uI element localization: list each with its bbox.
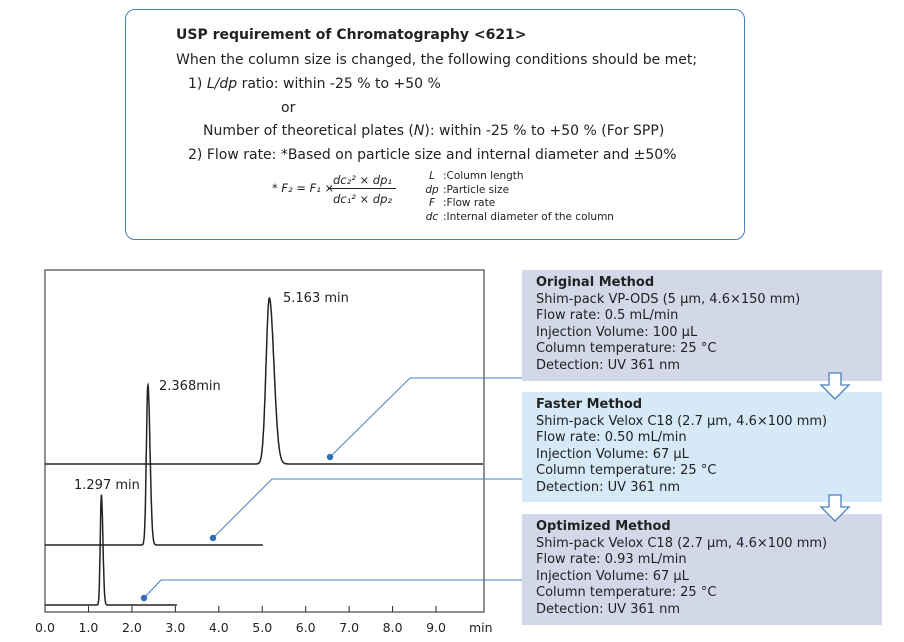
callout-dot bbox=[209, 534, 217, 542]
x-tick-label: 8.0 bbox=[383, 620, 403, 635]
trace-original-method bbox=[45, 296, 483, 465]
requirement-item-1: 1) L/dp ratio: within -25 % to +50 % bbox=[188, 76, 441, 92]
callout-dot bbox=[326, 453, 334, 461]
requirement-item-1b: Number of theoretical plates (N): within… bbox=[203, 123, 665, 139]
callout-line-faster bbox=[212, 478, 522, 539]
panel-line: Flow rate: 0.93 mL/min bbox=[536, 552, 687, 567]
requirement-or: or bbox=[281, 100, 296, 116]
optimized-method-panel: Optimized Method Shim-pack Velox C18 (2.… bbox=[522, 514, 882, 625]
panel-line: Shim-pack Velox C18 (2.7 µm, 4.6×100 mm) bbox=[536, 535, 828, 551]
formula-fraction-bar bbox=[328, 188, 396, 189]
formula-denominator: dc₁² × dp₂ bbox=[333, 192, 392, 206]
callout-dot bbox=[140, 594, 148, 602]
requirement-title: USP requirement of Chromatography <621> bbox=[176, 27, 527, 43]
x-tick-label: 2.0 bbox=[122, 620, 142, 635]
panel-title: Optimized Method bbox=[536, 519, 671, 534]
panel-line: Detection: UV 361 nm bbox=[536, 601, 681, 617]
panel-line: Flow rate: 0.50 mL/min bbox=[536, 430, 687, 445]
panel-line: Column temperature: 25 °C bbox=[536, 463, 717, 478]
peak-label-faster: 2.368min bbox=[159, 379, 221, 394]
formula-numerator: dc₂² × dp₁ bbox=[333, 173, 392, 187]
panel-line: Detection: UV 361 nm bbox=[536, 357, 681, 373]
usp-requirement-box: USP requirement of Chromatography <621> … bbox=[125, 9, 745, 240]
faster-method-panel: Faster Method Shim-pack Velox C18 (2.7 µ… bbox=[522, 392, 882, 502]
trace-optimized-method bbox=[45, 494, 177, 606]
panel-line: Shim-pack VP-ODS (5 µm, 4.6×150 mm) bbox=[536, 291, 801, 307]
x-tick-label: 0.0 bbox=[35, 620, 55, 635]
requirement-intro: When the column size is changed, the fol… bbox=[176, 52, 698, 68]
panel-title: Faster Method bbox=[536, 397, 643, 412]
panel-line: Injection Volume: 67 µL bbox=[536, 568, 689, 584]
panel-line: Shim-pack Velox C18 (2.7 µm, 4.6×100 mm) bbox=[536, 413, 828, 429]
formula-lhs: * F₂ = F₁ × bbox=[272, 181, 335, 195]
callout-line-original bbox=[329, 377, 522, 458]
x-tick-label: 1.0 bbox=[79, 620, 99, 635]
panel-line: Column temperature: 25 °C bbox=[536, 341, 717, 356]
requirement-item-2: 2) Flow rate: *Based on particle size an… bbox=[188, 147, 677, 163]
panel-line: Column temperature: 25 °C bbox=[536, 585, 717, 600]
panel-line: Injection Volume: 100 µL bbox=[536, 324, 698, 340]
panel-line: Detection: UV 361 nm bbox=[536, 479, 681, 495]
panel-line: Flow rate: 0.5 mL/min bbox=[536, 308, 679, 323]
x-tick-label: 9.0 bbox=[426, 620, 446, 635]
callout-line-optimized bbox=[143, 579, 522, 599]
formula-legend: L:Column length dp:Particle size F:Flow … bbox=[425, 170, 614, 223]
x-axis-label: min bbox=[469, 620, 493, 635]
panel-line: Injection Volume: 67 µL bbox=[536, 446, 689, 462]
plot-frame bbox=[44, 269, 485, 613]
panel-title: Original Method bbox=[536, 275, 655, 290]
peak-label-optimized: 1.297 min bbox=[74, 478, 140, 493]
down-arrow-icon bbox=[819, 494, 851, 522]
x-tick-label: 3.0 bbox=[165, 620, 185, 635]
trace-faster-method bbox=[45, 382, 263, 546]
x-tick-label: 4.0 bbox=[209, 620, 229, 635]
x-tick-label: 7.0 bbox=[339, 620, 359, 635]
peak-label-original: 5.163 min bbox=[283, 291, 349, 306]
x-tick-label: 5.0 bbox=[252, 620, 272, 635]
original-method-panel: Original Method Shim-pack VP-ODS (5 µm, … bbox=[522, 270, 882, 381]
x-tick-label: 6.0 bbox=[296, 620, 316, 635]
down-arrow-icon bbox=[819, 372, 851, 400]
